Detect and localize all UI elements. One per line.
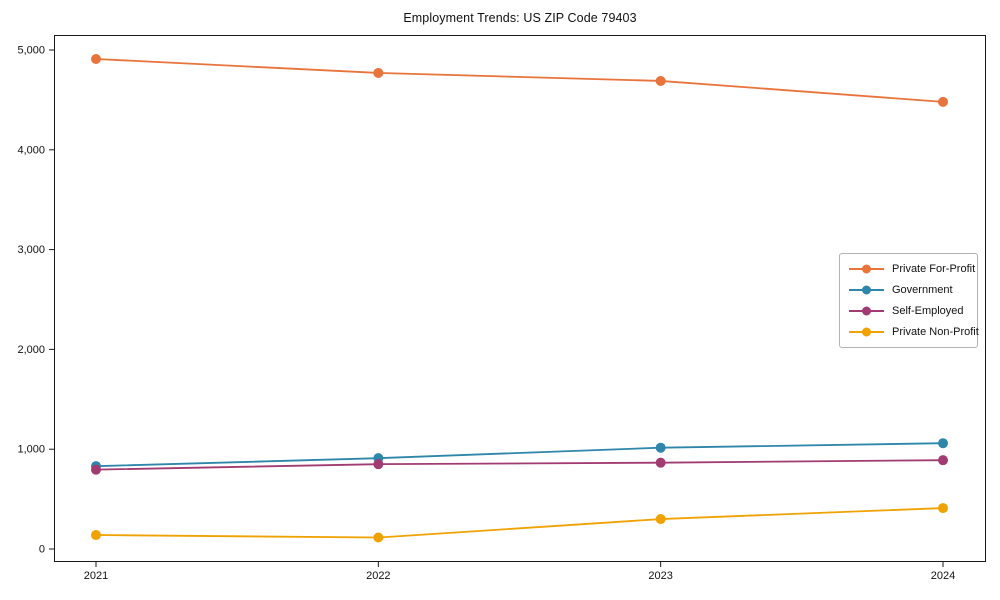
- legend: Private For-Profit Government Self-Employe…: [839, 253, 979, 348]
- plot-border: [54, 35, 986, 562]
- legend-marker-icon: [849, 285, 884, 295]
- legend-label: Government: [892, 283, 953, 296]
- legend-marker-icon: [849, 306, 884, 316]
- legend-label: Self-Employed: [892, 305, 964, 318]
- legend-marker-icon: [849, 327, 884, 337]
- legend-item-self-employed: Self-Employed: [848, 303, 971, 320]
- data-point-private-for-profit: [938, 96, 948, 107]
- x-tick-label: 2023: [648, 570, 672, 582]
- data-point-private-non-profit: [938, 503, 948, 514]
- series-line-self-employed: [95, 459, 944, 471]
- y-tick-label: 5,000: [17, 45, 45, 57]
- data-point-private-for-profit: [373, 67, 384, 78]
- legend-marker-icon: [849, 264, 884, 273]
- y-tick-label: 1,000: [17, 444, 45, 456]
- x-tick-label: 2024: [931, 570, 955, 582]
- legend-item-government: Government: [848, 281, 971, 298]
- y-tick-label: 4,000: [17, 144, 45, 156]
- legend-item-private-for-profit: Private For-Profit: [848, 260, 975, 277]
- data-point-government: [938, 438, 948, 449]
- legend-item-private-non-profit: Private Non-Profit: [848, 324, 979, 341]
- data-point-private-for-profit: [655, 75, 666, 86]
- y-tick-label: 0: [39, 544, 45, 556]
- data-point-private-for-profit: [91, 53, 101, 64]
- legend-label: Private For-Profit: [892, 262, 976, 275]
- chart-title: Employment Trends: US ZIP Code 79403: [403, 11, 637, 25]
- data-point-private-non-profit: [655, 514, 666, 525]
- data-point-private-non-profit: [373, 532, 384, 543]
- series-line-private-non-profit: [95, 507, 944, 539]
- series-line-private-for-profit: [95, 58, 944, 103]
- data-point-self-employed: [655, 457, 666, 468]
- data-point-self-employed: [938, 455, 948, 466]
- y-tick-label: 3,000: [17, 244, 45, 256]
- legend-label: Private Non-Profit: [892, 326, 979, 339]
- series-line-government: [95, 442, 944, 468]
- data-point-self-employed: [373, 459, 384, 470]
- data-point-government: [655, 442, 666, 453]
- data-point-private-non-profit: [91, 530, 101, 541]
- y-tick-label: 2,000: [17, 344, 45, 356]
- data-point-self-employed: [91, 464, 101, 475]
- x-tick-label: 2021: [84, 570, 108, 582]
- x-tick-label: 2022: [366, 570, 390, 582]
